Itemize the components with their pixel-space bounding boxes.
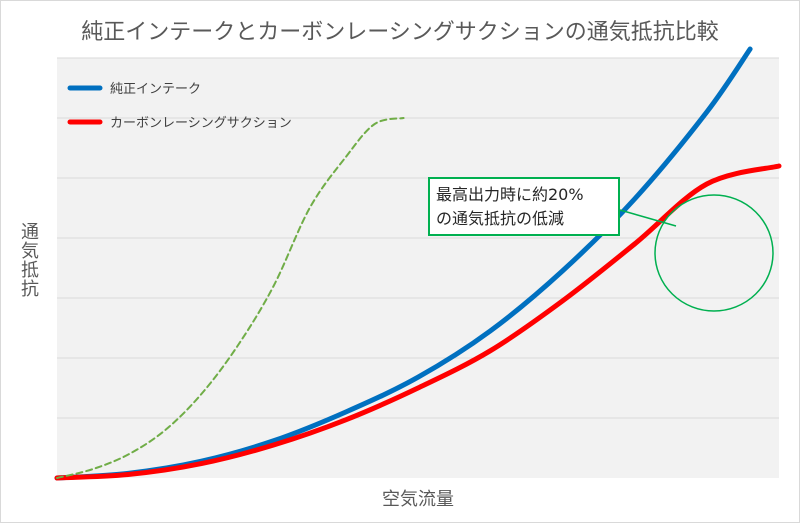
x-axis-label: 空気流量	[382, 489, 454, 510]
annotation-line-1: 最高出力時に約20%	[436, 185, 584, 204]
series-line-reference	[56, 117, 405, 479]
annotation-line-2: の通気抵抗の低減	[436, 209, 565, 228]
legend: 純正インテーク カーボンレーシングサクション	[67, 82, 292, 131]
series-line-stock	[54, 46, 753, 481]
series-lines	[54, 46, 782, 481]
callout	[619, 194, 774, 312]
callout-connector	[619, 209, 677, 227]
legend-label-carbon: カーボンレーシングサクション	[110, 116, 292, 131]
annotation-box: 最高出力時に約20% の通気抵抗の低減	[428, 177, 620, 236]
y-axis-label: 通気抵抗	[18, 222, 39, 298]
series-line-carbon	[54, 163, 782, 481]
highlight-circle	[654, 194, 774, 312]
legend-label-stock: 純正インテーク	[110, 82, 201, 97]
chart-title: 純正インテークとカーボンレーシングサクションの通気抵抗比較	[81, 20, 719, 45]
gridlines	[57, 57, 779, 419]
plot-area	[57, 58, 779, 478]
